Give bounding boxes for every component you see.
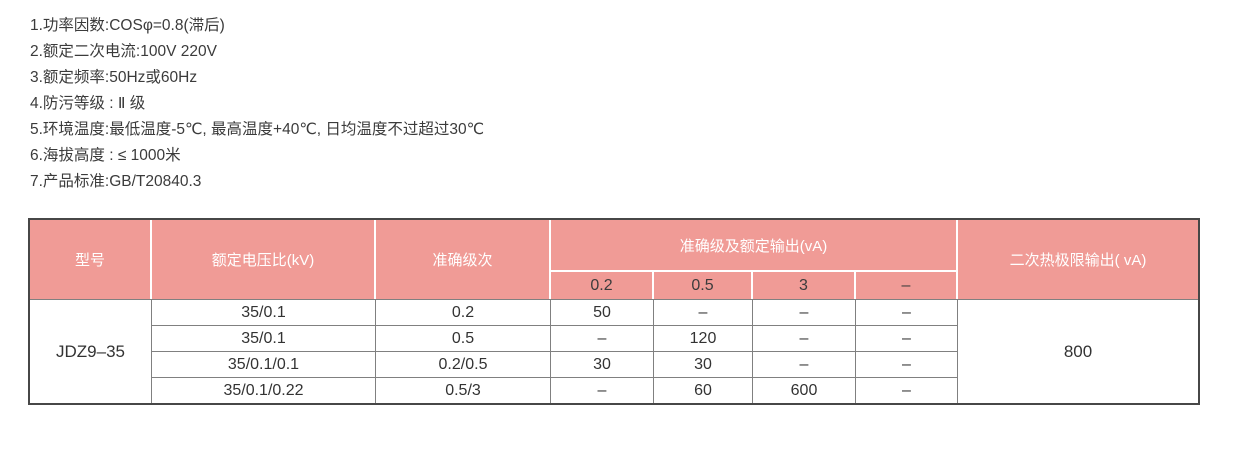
voltage-ratio-header-cell: 额定电压比(kV) — [152, 220, 376, 299]
note-line-1: 1.功率因数:COSφ=0.8(滞后) — [30, 17, 225, 34]
thermal-limit-header-cell: 二次热极限输出( vA) — [958, 220, 1198, 299]
output-dash-cell: – — [856, 299, 958, 325]
header-row-main: 型号 额定电压比(kV) 准确级次 准确级及额定输出(vA) 二次热极限输出( … — [30, 220, 1198, 299]
note-line-5: 5.环境温度:最低温度-5℃, 最高温度+40℃, 日均温度不过超过30℃ — [30, 121, 484, 138]
table-row: JDZ9–35 35/0.1 0.2 50 – – – 800 — [30, 299, 1198, 403]
voltage-ratio-cell: 35/0.1/0.22 — [152, 377, 376, 403]
output-3-cell: – — [753, 325, 856, 351]
output-0-5-cell: 60 — [654, 377, 753, 403]
accuracy-output-group-header-cell: 准确级及额定输出(vA) — [551, 220, 958, 272]
voltage-ratio-cell: 35/0.1 — [152, 299, 376, 325]
output-0-2-cell: 50 — [551, 299, 654, 325]
header-row-sub: 0.2 0.5 3 – — [30, 272, 1198, 299]
output-0-2-cell: 30 — [551, 351, 654, 377]
sub-col-dash-header-cell: – — [856, 272, 958, 299]
output-0-5-cell: 30 — [654, 351, 753, 377]
output-0-5-cell: – — [654, 299, 753, 325]
table-row: 35/0.1/0.1 0.2/0.5 30 30 – – — [30, 351, 1198, 377]
output-0-5-cell: 120 — [654, 325, 753, 351]
output-dash-cell: – — [856, 325, 958, 351]
accuracy-class-cell: 0.5/3 — [376, 377, 551, 403]
voltage-ratio-cell: 35/0.1/0.1 — [152, 351, 376, 377]
spec-table: 型号 额定电压比(kV) 准确级次 准确级及额定输出(vA) 二次热极限输出( … — [28, 218, 1200, 405]
note-line-4: 4.防污等级 : Ⅱ 级 — [30, 95, 146, 112]
accuracy-class-cell: 0.2/0.5 — [376, 351, 551, 377]
note-line-2: 2.额定二次电流:100V 220V — [30, 43, 217, 60]
spec-notes: 1.功率因数:COSφ=0.8(滞后) 2.额定二次电流:100V 220V 3… — [30, 13, 484, 195]
output-0-2-cell: – — [551, 325, 654, 351]
sub-col-0-5-header-cell: 0.5 — [654, 272, 753, 299]
output-3-cell: – — [753, 351, 856, 377]
voltage-ratio-cell: 35/0.1 — [152, 325, 376, 351]
model-cell: JDZ9–35 — [30, 299, 152, 403]
output-3-cell: – — [753, 299, 856, 325]
output-dash-cell: – — [856, 377, 958, 403]
output-3-cell: 600 — [753, 377, 856, 403]
note-line-7: 7.产品标准:GB/T20840.3 — [30, 173, 202, 190]
thermal-limit-cell: 800 — [958, 299, 1198, 403]
output-0-2-cell: – — [551, 377, 654, 403]
table-row: 35/0.1/0.22 0.5/3 – 60 600 – — [30, 377, 1198, 403]
accuracy-class-header-cell: 准确级次 — [376, 220, 551, 299]
output-dash-cell: – — [856, 351, 958, 377]
sub-col-0-2-header-cell: 0.2 — [551, 272, 654, 299]
sub-col-3-header-cell: 3 — [753, 272, 856, 299]
accuracy-class-cell: 0.5 — [376, 325, 551, 351]
table-row: 35/0.1 0.5 – 120 – – — [30, 325, 1198, 351]
model-header-cell: 型号 — [30, 220, 152, 299]
note-line-6: 6.海拔高度 : ≤ 1000米 — [30, 147, 181, 164]
note-line-3: 3.额定频率:50Hz或60Hz — [30, 69, 198, 86]
accuracy-class-cell: 0.2 — [376, 299, 551, 325]
